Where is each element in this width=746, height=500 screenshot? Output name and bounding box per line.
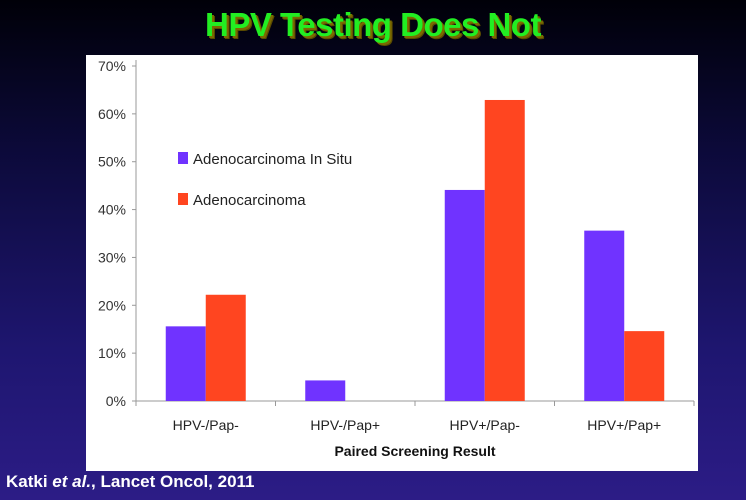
legend-label: Adenocarcinoma [193, 192, 306, 209]
slide-title: HPV Testing Does Not [205, 6, 541, 43]
y-tick-label: 40% [98, 202, 126, 218]
y-tick-label: 50% [98, 154, 126, 170]
bar-adenocarcinoma-in-situ [584, 230, 625, 401]
bar-adenocarcinoma-in-situ [444, 189, 485, 401]
bar-adenocarcinoma [484, 99, 525, 401]
x-tick-label: HPV-/Pap+ [310, 417, 380, 433]
x-tick-label: HPV+/Pap+ [587, 417, 661, 433]
bar-adenocarcinoma [205, 294, 246, 401]
bar-adenocarcinoma-in-situ [165, 326, 206, 401]
citation-etal: et al. [52, 472, 92, 491]
y-tick-label: 60% [98, 106, 126, 122]
y-tick-label: 70% [98, 58, 126, 74]
x-tick-label: HPV+/Pap- [450, 417, 521, 433]
y-tick-label: 0% [106, 393, 126, 409]
citation: Katki et al., Lancet Oncol, 2011 [6, 472, 255, 492]
bar-adenocarcinoma-in-situ [305, 380, 346, 401]
legend-label: Adenocarcinoma In Situ [193, 151, 352, 168]
x-axis-title: Paired Screening Result [334, 443, 495, 459]
legend-swatch [178, 152, 188, 164]
y-tick-label: 30% [98, 249, 126, 265]
bar-adenocarcinoma [624, 331, 665, 401]
y-tick-label: 20% [98, 297, 126, 313]
x-tick-label: HPV-/Pap- [173, 417, 239, 433]
citation-author: Katki [6, 472, 53, 491]
citation-source: , Lancet Oncol, 2011 [91, 472, 255, 491]
legend-swatch [178, 193, 188, 205]
y-tick-label: 10% [98, 345, 126, 361]
